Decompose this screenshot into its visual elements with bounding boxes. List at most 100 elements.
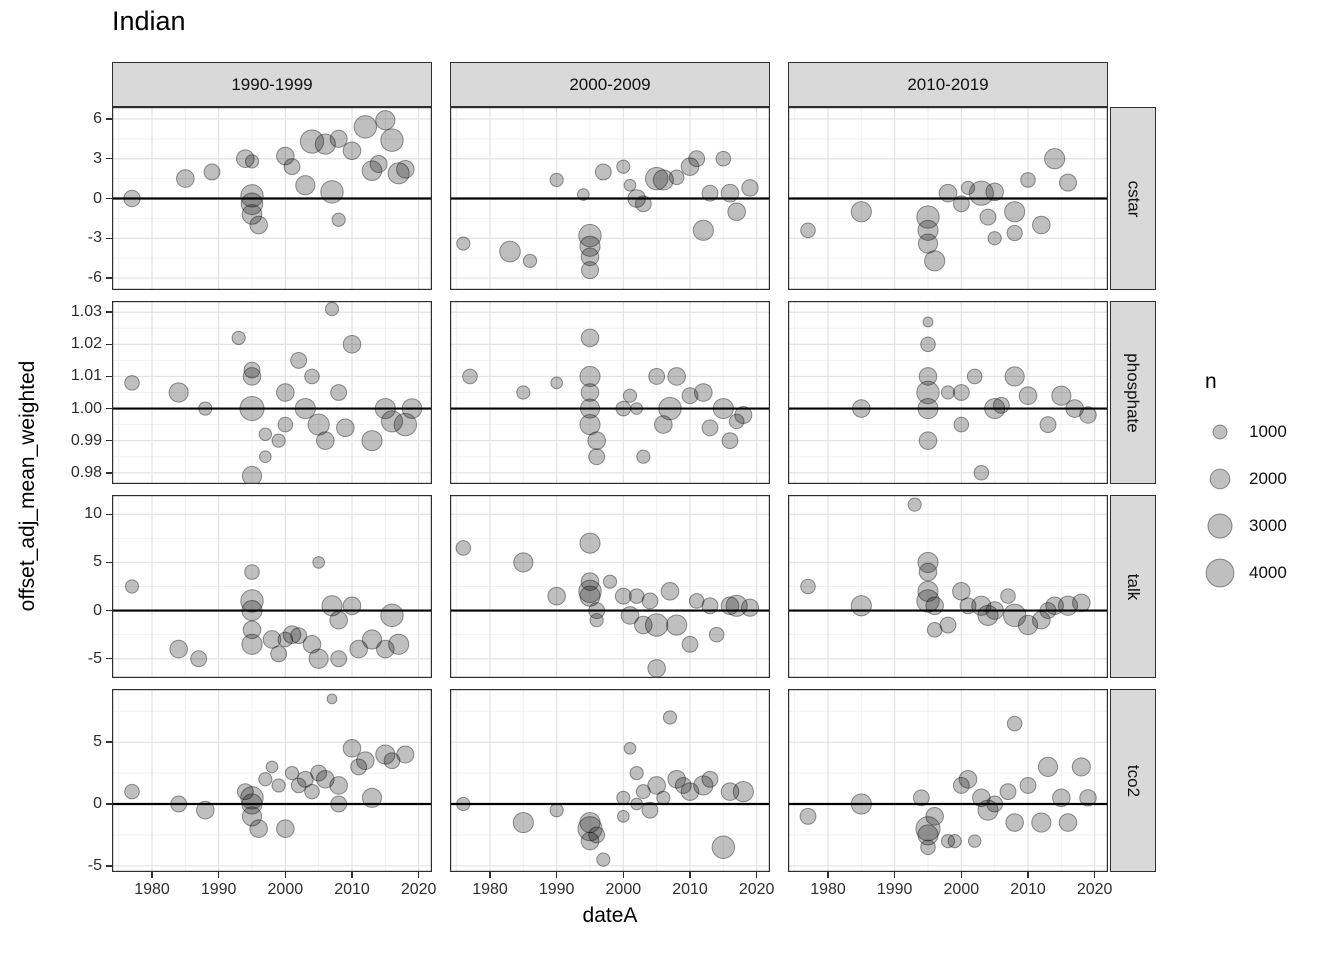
bubble (580, 261, 600, 280)
bubble (579, 585, 601, 607)
bubble (940, 385, 956, 400)
legend-bubble-circle (1207, 512, 1233, 539)
bubble (940, 833, 956, 849)
bubble (912, 789, 930, 807)
bubble (1037, 756, 1059, 777)
bubble (282, 625, 302, 644)
bubble (616, 159, 631, 174)
bubble (636, 449, 651, 464)
bubble (242, 620, 262, 640)
x-axis-title: dateA (582, 904, 638, 927)
bubble (331, 212, 346, 227)
bubble (329, 776, 348, 795)
facet-strip-row-label: tco2 (1123, 764, 1143, 797)
panel-border (450, 495, 770, 678)
bubble (196, 800, 215, 820)
bubble (1006, 224, 1023, 242)
bubble (727, 202, 746, 222)
facet-strip-col-2000-2009: 2000-2009 (450, 62, 770, 107)
bubble (917, 233, 939, 254)
x-tick-label: 1990 (538, 881, 575, 898)
y-tick-mark (106, 407, 112, 410)
x-tick-mark (689, 872, 691, 878)
facet-strip-row-talk: talk (1110, 495, 1156, 678)
panel-border (112, 301, 432, 484)
y-tick-mark (106, 513, 112, 515)
bubble (666, 614, 688, 636)
bubble (668, 169, 685, 186)
bubble (580, 831, 600, 851)
bubble (376, 639, 395, 659)
x-tick-mark (151, 872, 153, 878)
bubble (580, 572, 600, 591)
bubble (353, 115, 378, 139)
y-tick-label: 3 (93, 149, 102, 167)
bubble (953, 416, 970, 433)
facet-strip-row-label: talk (1124, 573, 1143, 600)
bubble (342, 739, 362, 758)
panel-tco2-1990-1999 (112, 689, 432, 872)
bubble (336, 418, 355, 438)
panel-border (788, 301, 1108, 484)
bubble (310, 764, 328, 782)
bubble (361, 430, 383, 452)
bubble (647, 659, 666, 678)
bubble (124, 783, 140, 800)
bubble (952, 195, 970, 213)
facet-strip-col-2010-2019: 2010-2019 (788, 62, 1108, 107)
bubble (720, 596, 740, 616)
x-tick-mark (284, 872, 287, 878)
bubble (693, 775, 714, 796)
bubble (1079, 406, 1097, 424)
bubble (800, 578, 816, 595)
bubble (922, 316, 934, 328)
bubble (361, 629, 383, 650)
bubble (1044, 148, 1066, 170)
legend-bubble-circle (1212, 424, 1228, 439)
x-tick-label: 1990 (876, 881, 913, 898)
bubble (720, 782, 740, 801)
facet-strip-col-1990-1999: 1990-1999 (112, 62, 432, 107)
bubble (547, 586, 566, 606)
bubble (1020, 172, 1036, 188)
bubble (925, 596, 944, 616)
bubble (680, 782, 700, 801)
bubble (307, 413, 330, 436)
bubble (925, 807, 944, 826)
bubble (277, 416, 294, 433)
bubble (977, 799, 999, 821)
bubble (320, 180, 344, 204)
bubble (290, 351, 308, 369)
bubble (715, 150, 732, 167)
bubble (550, 376, 563, 390)
bubble (276, 146, 295, 166)
bubble (688, 593, 705, 609)
x-tick-label: 1980 (472, 881, 508, 898)
bubble (629, 765, 644, 781)
bubble (304, 368, 320, 385)
bubble (617, 810, 630, 823)
y-tick-label: 1.00 (70, 399, 102, 417)
y-tick-label: 6 (93, 109, 102, 127)
x-tick-label: 1990 (200, 881, 237, 898)
bubble (641, 801, 659, 819)
y-tick-label: 5 (93, 733, 102, 751)
bubble (1017, 614, 1039, 636)
bubble (1039, 416, 1057, 434)
y-tick-label: -3 (87, 229, 102, 247)
bubble (361, 787, 383, 808)
panel-border (112, 689, 432, 872)
bubble (342, 596, 362, 616)
bubble (939, 616, 957, 634)
bubble (979, 208, 997, 226)
bubble (284, 765, 300, 781)
bubble (277, 631, 294, 648)
bubble (966, 368, 983, 385)
panel-border (450, 107, 770, 290)
legend-items: 1000 2000 3000 4000 (1203, 408, 1287, 596)
legend-swatch (1203, 416, 1237, 448)
y-tick-label: 0.98 (70, 463, 102, 481)
bubble (168, 382, 189, 403)
bubble (588, 448, 606, 466)
bubble (455, 540, 472, 556)
